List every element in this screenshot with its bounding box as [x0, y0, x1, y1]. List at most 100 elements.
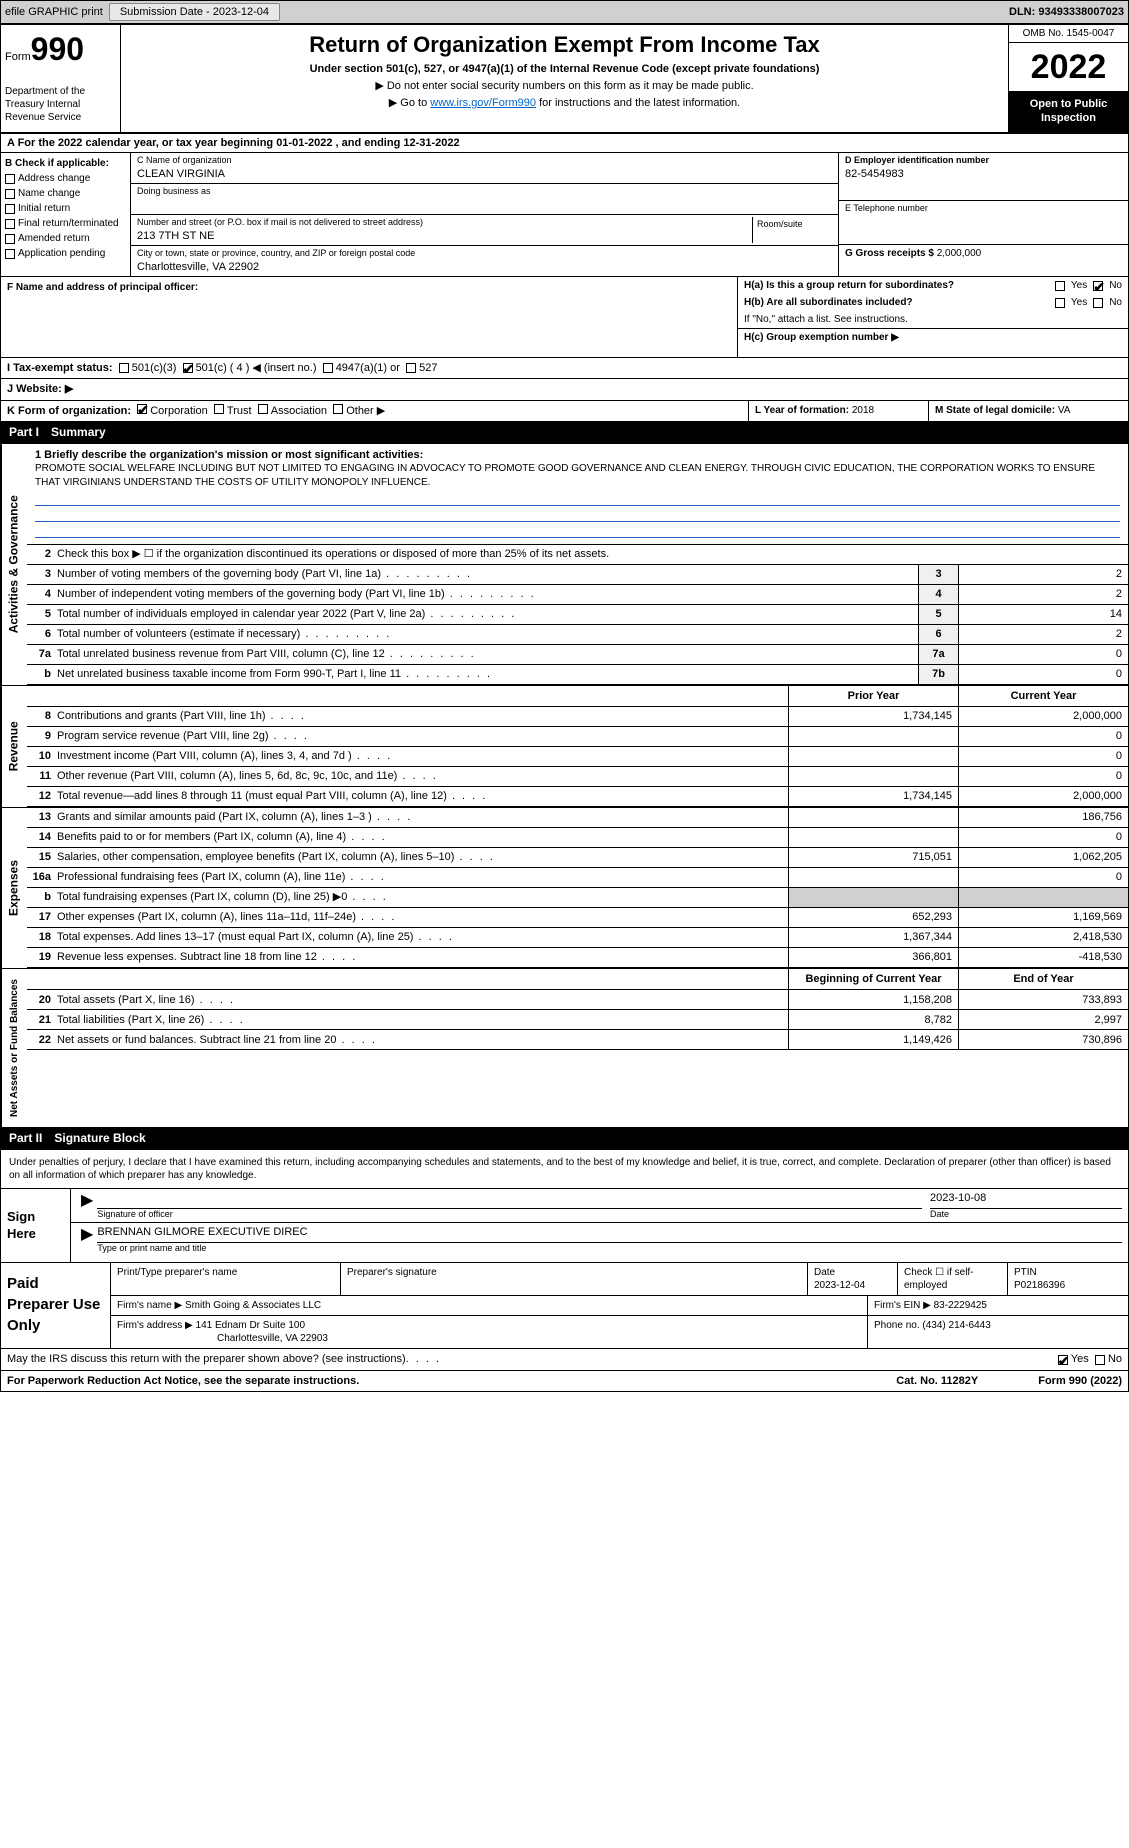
main-title: Return of Organization Exempt From Incom… [131, 31, 998, 60]
line-6: 6Total number of volunteers (estimate if… [27, 625, 1128, 645]
room-suite: Room/suite [752, 217, 832, 243]
title-box: Return of Organization Exempt From Incom… [121, 25, 1008, 132]
line-18: 18Total expenses. Add lines 13–17 (must … [27, 928, 1128, 948]
telephone-cell: E Telephone number [839, 201, 1128, 245]
vert-governance: Activities & Governance [1, 444, 27, 685]
mission-text: PROMOTE SOCIAL WELFARE INCLUDING BUT NOT… [35, 462, 1120, 490]
line-2: 2 Check this box ▶ ☐ if the organization… [27, 545, 1128, 565]
name-title-row: ▶ BRENNAN GILMORE EXECUTIVE DIREC Type o… [71, 1223, 1128, 1257]
section-l: L Year of formation: 2018 [748, 401, 928, 421]
firm-address-1: 141 Ednam Dr Suite 100 [196, 1320, 306, 1331]
vert-net-assets: Net Assets or Fund Balances [1, 969, 27, 1127]
firm-ein: 83-2229425 [934, 1300, 987, 1311]
current-year-header: Current Year [958, 686, 1128, 706]
ptin-value: P02186396 [1014, 1279, 1122, 1292]
officer-name: BRENNAN GILMORE EXECUTIVE DIREC [97, 1225, 1122, 1243]
subtitle: Under section 501(c), 527, or 4947(a)(1)… [131, 62, 998, 76]
paid-preparer-section: Paid Preparer Use Only Print/Type prepar… [1, 1263, 1128, 1349]
section-d-e-g: D Employer identification number 82-5454… [838, 153, 1128, 276]
begin-year-header: Beginning of Current Year [788, 969, 958, 989]
cb-pending[interactable]: Application pending [5, 247, 126, 260]
section-j: J Website: ▶ [1, 379, 1128, 400]
h-b-row: H(b) Are all subordinates included? Yes … [738, 294, 1128, 311]
cb-name-change[interactable]: Name change [5, 187, 126, 200]
dba-cell: Doing business as [131, 184, 838, 215]
firm-address-2: Charlottesville, VA 22903 [117, 1332, 861, 1345]
line-13: 13Grants and similar amounts paid (Part … [27, 808, 1128, 828]
city-state-zip: Charlottesville, VA 22902 [137, 260, 832, 274]
section-b: B Check if applicable: Address change Na… [1, 153, 131, 276]
self-employed-check: Check ☐ if self-employed [898, 1263, 1008, 1295]
firm-name-row: Firm's name ▶ Smith Going & Associates L… [111, 1296, 1128, 1316]
line-9: 9Program service revenue (Part VIII, lin… [27, 727, 1128, 747]
dln-label: DLN: 93493338007023 [1009, 5, 1124, 19]
line-5: 5Total number of individuals employed in… [27, 605, 1128, 625]
line-14: 14Benefits paid to or for members (Part … [27, 828, 1128, 848]
org-name: CLEAN VIRGINIA [137, 167, 832, 181]
line-16a: 16aProfessional fundraising fees (Part I… [27, 868, 1128, 888]
line-12: 12Total revenue—add lines 8 through 11 (… [27, 787, 1128, 807]
open-to-public: Open to Public Inspection [1009, 91, 1128, 132]
section-i: I Tax-exempt status: 501(c)(3) ✔ 501(c) … [1, 358, 1128, 379]
part-1-header: Part I Summary [1, 422, 1128, 444]
line-20: 20Total assets (Part X, line 16)1,158,20… [27, 990, 1128, 1010]
net-assets-section: Net Assets or Fund Balances Beginning of… [1, 969, 1128, 1128]
section-b-row: B Check if applicable: Address change Na… [1, 153, 1128, 277]
line-a: A For the 2022 calendar year, or tax yea… [1, 133, 1128, 153]
vert-expenses: Expenses [1, 808, 27, 968]
governance-section: Activities & Governance 1 Briefly descri… [1, 444, 1128, 686]
street-address: 213 7TH ST NE [137, 229, 752, 243]
part-2-header: Part II Signature Block [1, 1128, 1128, 1150]
line-15: 15Salaries, other compensation, employee… [27, 848, 1128, 868]
mission-block: 1 Briefly describe the organization's mi… [27, 444, 1128, 545]
line-3: 3Number of voting members of the governi… [27, 565, 1128, 585]
line-4: 4Number of independent voting members of… [27, 585, 1128, 605]
topbar: efile GRAPHIC print Submission Date - 20… [0, 0, 1129, 24]
city-cell: City or town, state or province, country… [131, 246, 838, 276]
gross-receipts: 2,000,000 [937, 248, 982, 259]
section-f-h: F Name and address of principal officer:… [1, 277, 1128, 358]
cat-no: Cat. No. 11282Y [896, 1374, 978, 1388]
cb-address-change[interactable]: Address change [5, 172, 126, 185]
h-a-row: H(a) Is this a group return for subordin… [738, 277, 1128, 294]
line-22: 22Net assets or fund balances. Subtract … [27, 1030, 1128, 1050]
ein-cell: D Employer identification number 82-5454… [839, 153, 1128, 201]
sign-here-section: Sign Here ▶ Signature of officer 2023-10… [1, 1189, 1128, 1264]
footer-bottom: For Paperwork Reduction Act Notice, see … [1, 1371, 1128, 1391]
line-8: 8Contributions and grants (Part VIII, li… [27, 707, 1128, 727]
h-b-note: If "No," attach a list. See instructions… [738, 311, 1128, 328]
gross-receipts-cell: G Gross receipts $ 2,000,000 [839, 245, 1128, 262]
line-b: bTotal fundraising expenses (Part IX, co… [27, 888, 1128, 908]
year-box: OMB No. 1545-0047 2022 Open to Public In… [1008, 25, 1128, 132]
section-c: C Name of organization CLEAN VIRGINIA Do… [131, 153, 838, 276]
section-k-l-m: K Form of organization: ✔ Corporation Tr… [1, 401, 1128, 422]
revenue-section: Revenue Prior Year Current Year 8Contrib… [1, 686, 1128, 808]
sig-date-value: 2023-10-08 [930, 1191, 1122, 1209]
goto-note: ▶ Go to www.irs.gov/Form990 for instruct… [131, 96, 998, 110]
submission-date-button[interactable]: Submission Date - 2023-12-04 [109, 3, 280, 21]
signature-row: ▶ Signature of officer 2023-10-08 Date [71, 1189, 1128, 1224]
prior-year-header: Prior Year [788, 686, 958, 706]
prep-date: 2023-12-04 [814, 1279, 891, 1292]
preparer-name-row: Print/Type preparer's name Preparer's si… [111, 1263, 1128, 1296]
net-col-headers: Beginning of Current Year End of Year [27, 969, 1128, 990]
paperwork-notice: For Paperwork Reduction Act Notice, see … [7, 1374, 359, 1388]
form-number: 990 [31, 31, 84, 67]
line-11: 11Other revenue (Part VIII, column (A), … [27, 767, 1128, 787]
form-header: Form990 Department of the Treasury Inter… [1, 25, 1128, 133]
efile-label: efile GRAPHIC print [5, 5, 103, 19]
firm-name: Smith Going & Associates LLC [185, 1300, 321, 1311]
form-number-box: Form990 Department of the Treasury Inter… [1, 25, 121, 132]
form-990-container: Form990 Department of the Treasury Inter… [0, 24, 1129, 1392]
paid-preparer-label: Paid Preparer Use Only [1, 1263, 111, 1348]
cb-amended[interactable]: Amended return [5, 232, 126, 245]
org-name-cell: C Name of organization CLEAN VIRGINIA [131, 153, 838, 184]
irs-link[interactable]: www.irs.gov/Form990 [430, 97, 536, 109]
cb-final-return[interactable]: Final return/terminated [5, 217, 126, 230]
line-17: 17Other expenses (Part IX, column (A), l… [27, 908, 1128, 928]
cb-initial-return[interactable]: Initial return [5, 202, 126, 215]
street-cell: Number and street (or P.O. box if mail i… [131, 215, 838, 246]
omb-number: OMB No. 1545-0047 [1009, 25, 1128, 43]
h-c-row: H(c) Group exemption number ▶ [738, 328, 1128, 346]
section-b-header: B Check if applicable: [5, 157, 126, 170]
